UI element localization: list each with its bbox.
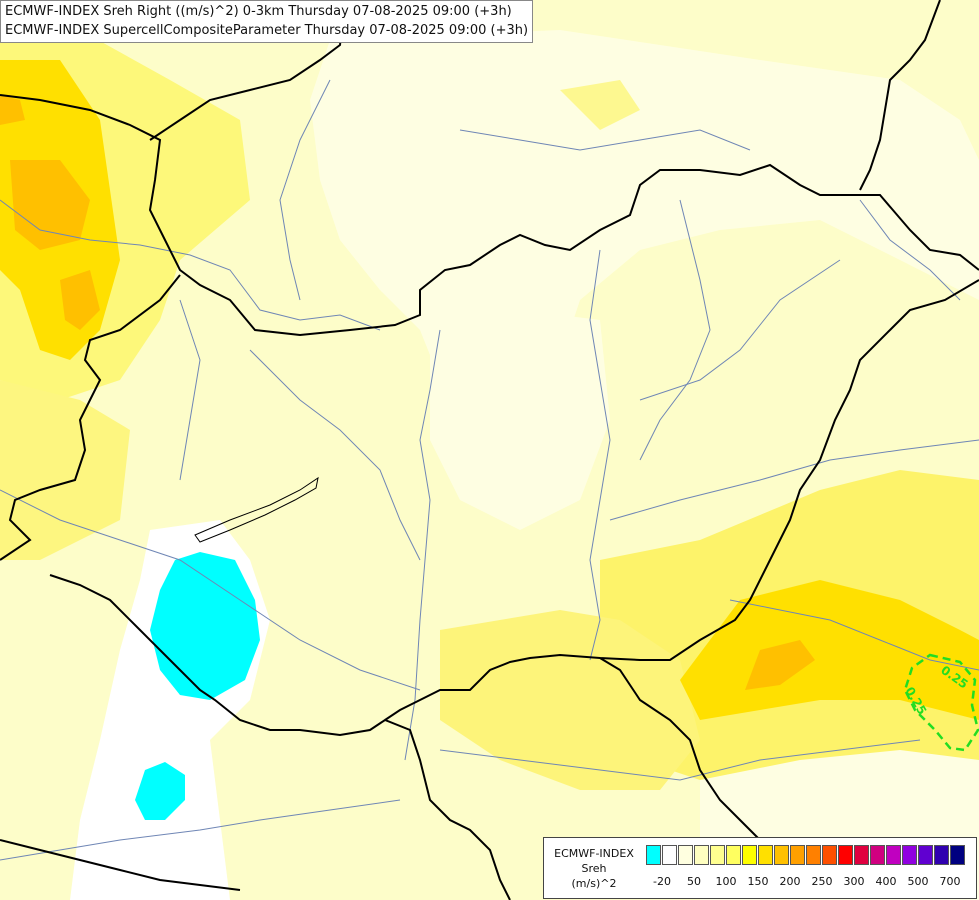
yellow-field-s [440,610,700,790]
title-line-2: ECMWF-INDEX SupercellCompositeParameter … [5,23,529,38]
river-13 [249,349,421,561]
legend-swatch [838,845,853,865]
orange-field-nw [10,160,90,250]
border-north-2 [149,0,346,141]
border-south [599,657,761,841]
river-4 [589,249,611,661]
legend-tick-label: -20 [653,875,671,888]
legend-swatch [694,845,709,865]
cyan-field-2 [135,762,185,820]
legend-swatch [726,845,741,865]
lake-balaton [194,476,319,543]
yellow-field-w [0,380,130,560]
legend-tick-label: 500 [907,875,929,888]
orange-field-se [745,640,815,690]
legend-tick-label: 150 [747,875,769,888]
river-1 [0,199,381,331]
title-line-1: ECMWF-INDEX Sreh Right ((m/s)^2) 0-3km T… [5,4,512,19]
legend-line-3: (m/s)^2 [571,877,617,890]
legend-line-1: ECMWF-INDEX [554,847,634,860]
legend-swatch [678,845,693,865]
legend-line-2: Sreh [581,862,607,875]
orange-field-nw-3 [0,95,25,125]
river-2 [404,329,441,761]
map-title-box: ECMWF-INDEX Sreh Right ((m/s)^2) 0-3km T… [0,0,534,43]
river-8 [439,739,921,781]
legend-swatch [710,845,725,865]
river-14 [859,199,961,301]
legend-swatch [950,845,965,865]
legend-swatch [870,845,885,865]
border-northeast [859,0,941,191]
rivers [0,79,979,861]
color-legend: ECMWF-INDEX Sreh (m/s)^2 -20 50 100 150 200 2… [543,837,977,899]
river-6 [639,259,841,401]
border-southwest [49,574,511,900]
orange-field-nw-2 [60,270,100,330]
river-15 [729,599,979,671]
border-west [0,274,181,561]
border-north [0,94,979,337]
legend-swatch [742,845,757,865]
legend-swatch [662,845,677,865]
legend-swatch [758,845,773,865]
legend-swatch [774,845,789,865]
river-10 [279,79,331,301]
legend-swatch [918,845,933,865]
legend-tick-label: 250 [811,875,833,888]
river-7 [609,439,979,521]
border-sw-2 [0,839,241,891]
legend-swatch [934,845,949,865]
legend-swatch [806,845,821,865]
legend-swatch [646,845,661,865]
legend-tick-label: 50 [687,875,701,888]
legend-tick-label: 300 [843,875,865,888]
legend-swatch [886,845,901,865]
yellow-field-n [560,80,640,130]
river-5 [639,199,711,461]
river-11 [459,129,751,151]
legend-swatch [902,845,917,865]
river-9 [0,799,401,861]
pale-field-2 [430,310,610,530]
legend-tick-label: 100 [715,875,737,888]
border-east [384,279,979,721]
legend-tick-label: 700 [939,875,961,888]
cyan-field-1 [150,552,260,700]
legend-swatch [822,845,837,865]
legend-tick-label: 200 [779,875,801,888]
scp-contour [903,653,979,752]
river-12 [179,299,201,481]
river-3 [0,489,421,691]
legend-swatch [790,845,805,865]
legend-label: ECMWF-INDEX Sreh (m/s)^2 [546,846,642,891]
legend-tick-label: 400 [875,875,897,888]
legend-swatch [854,845,869,865]
